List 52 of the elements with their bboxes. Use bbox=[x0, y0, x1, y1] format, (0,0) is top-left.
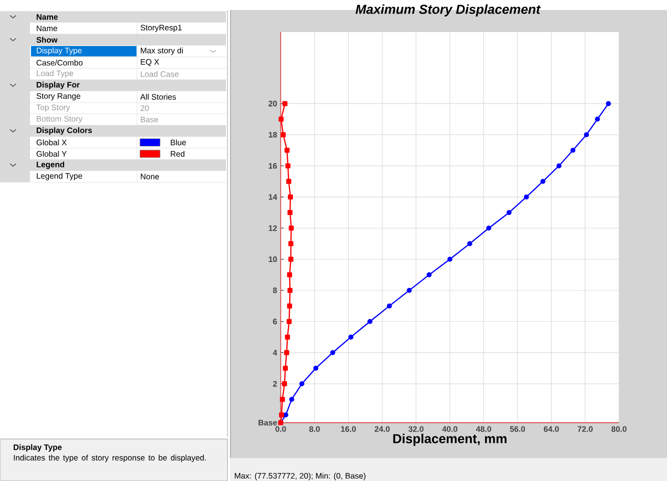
y-tick-label: 10 bbox=[268, 256, 277, 262]
text: Display Colors bbox=[36, 127, 92, 135]
x-tick-label: 0.0 bbox=[275, 426, 286, 432]
x-tick-label: 64.0 bbox=[544, 426, 559, 432]
text: Load Type bbox=[36, 70, 74, 78]
x-tick-label: 16.0 bbox=[341, 426, 356, 432]
x-tick-label: 48.0 bbox=[476, 426, 492, 432]
text: Base bbox=[140, 116, 158, 122]
chart-title: Maximum Story Displacement bbox=[356, 4, 541, 16]
y-tick-label: 6 bbox=[273, 318, 277, 324]
text: Max: (77.537772, 20); Min: (0, Base) bbox=[234, 472, 366, 480]
text: Global Y bbox=[36, 150, 67, 157]
text: Legend bbox=[36, 161, 64, 169]
text: None bbox=[140, 174, 159, 180]
x-tick-label: 72.0 bbox=[578, 426, 593, 432]
text: Show bbox=[36, 36, 58, 43]
x-tick-label: 24.0 bbox=[374, 426, 390, 432]
text: Red bbox=[170, 150, 184, 157]
y-tick-label: 4 bbox=[272, 350, 278, 356]
y-tick-label: 12 bbox=[268, 225, 277, 231]
text: Name bbox=[36, 14, 58, 20]
y-tick-label: 14 bbox=[268, 194, 278, 200]
text: EQ X bbox=[140, 59, 160, 66]
text: Indicates the type of story response to be displayed. bbox=[14, 454, 206, 462]
text: Display Type bbox=[36, 47, 82, 55]
y-tick-label: 2 bbox=[273, 380, 277, 387]
y-tick-label: 18 bbox=[268, 132, 277, 138]
text: Name bbox=[36, 26, 58, 32]
text: Top Story bbox=[36, 104, 70, 112]
text: All Stories bbox=[140, 94, 176, 100]
text: Max story di bbox=[140, 47, 183, 55]
x-tick-label: 40.0 bbox=[442, 426, 458, 432]
text: Case/Combo bbox=[36, 60, 83, 66]
text: 20 bbox=[140, 105, 149, 112]
text: StoryResp1 bbox=[140, 24, 182, 32]
x-axis-title: Displacement, mm bbox=[393, 434, 506, 446]
text: Bottom Story bbox=[36, 116, 82, 124]
text: Load Case bbox=[140, 71, 179, 77]
x-tick-label: 80.0 bbox=[611, 426, 626, 432]
y-tick-label: Base bbox=[258, 420, 277, 426]
text: Story Range bbox=[36, 93, 80, 100]
text: Legend Type bbox=[36, 172, 82, 180]
x-tick-label: 32.0 bbox=[408, 426, 424, 432]
y-tick-label: 20 bbox=[268, 100, 277, 106]
text: Display Type bbox=[14, 444, 62, 452]
x-tick-label: 56.0 bbox=[510, 426, 525, 432]
text: Global X bbox=[36, 139, 67, 146]
text: Display For bbox=[36, 82, 80, 90]
y-tick-label: 16 bbox=[268, 163, 277, 169]
x-tick-label: 8.0 bbox=[309, 426, 320, 432]
text: Blue bbox=[170, 139, 186, 146]
y-tick-label: 8 bbox=[272, 288, 277, 294]
